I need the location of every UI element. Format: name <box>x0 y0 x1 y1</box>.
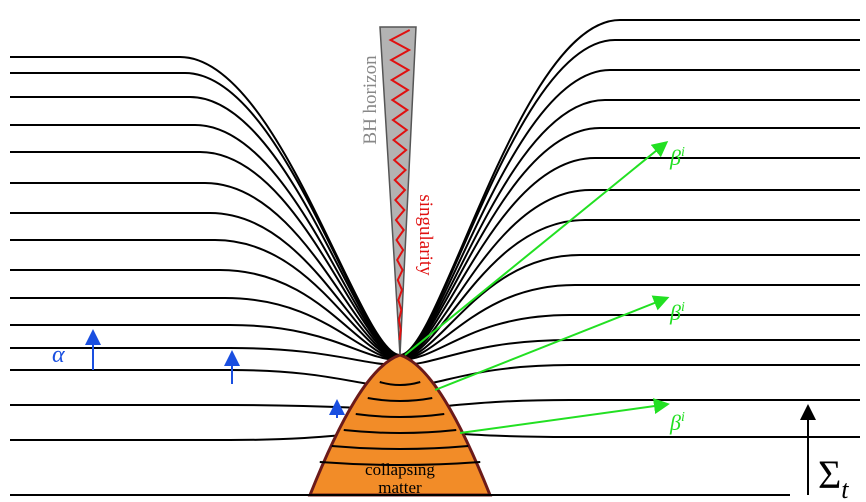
matter-label: matter <box>378 478 422 497</box>
shift-arrow <box>405 146 662 355</box>
page: BH horizon singularity α βi βi βi collap… <box>0 0 866 502</box>
time-label: Σt <box>818 452 849 502</box>
shift-base: β <box>669 410 681 435</box>
shift-sup: i <box>681 145 685 160</box>
time-sub: t <box>841 475 849 502</box>
shift-arrow <box>460 405 662 433</box>
shift-label: βi <box>669 145 685 170</box>
shift-arrow <box>435 300 662 390</box>
singularity-label: singularity <box>415 194 436 276</box>
shift-label: βi <box>669 410 685 435</box>
lapse-label: α <box>52 342 65 368</box>
diagram: BH horizon singularity α βi βi βi collap… <box>0 0 866 502</box>
shift-base: β <box>669 145 681 170</box>
shift-base: β <box>669 300 681 325</box>
shift-sup: i <box>681 410 685 425</box>
horizon-label: BH horizon <box>360 55 381 145</box>
time-base: Σ <box>818 452 841 497</box>
shift-sup: i <box>681 300 685 315</box>
shift-label: βi <box>669 300 685 325</box>
matter-label: collapsing <box>365 460 435 479</box>
